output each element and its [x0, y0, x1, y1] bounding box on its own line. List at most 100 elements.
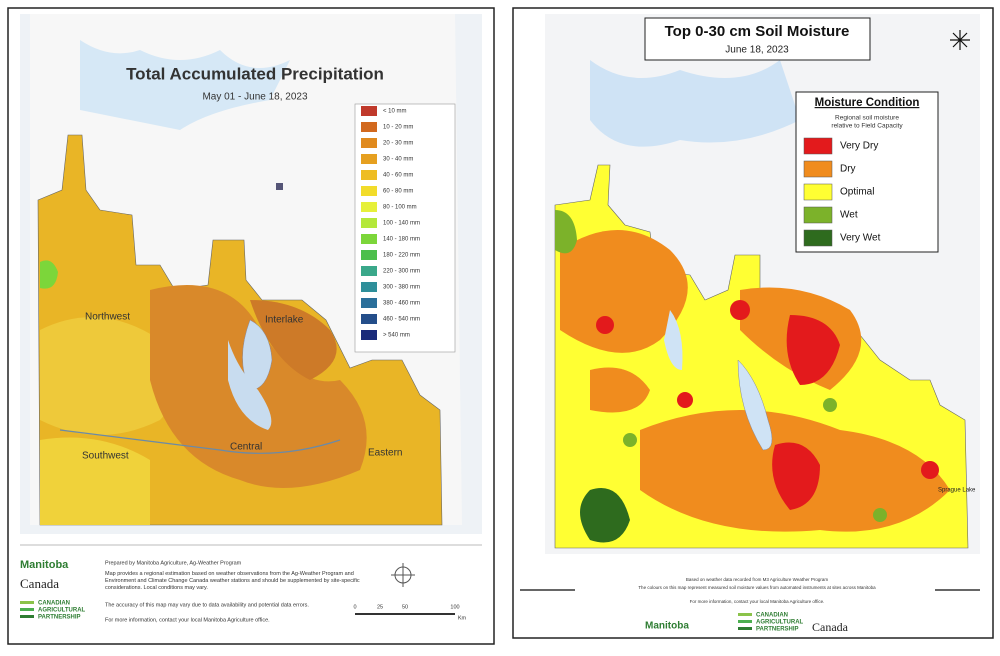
legend-swatch	[803, 206, 833, 224]
marker	[276, 183, 283, 190]
legend-swatch	[361, 122, 377, 132]
moisture-zone	[560, 230, 688, 353]
map-title: Total Accumulated Precipitation	[126, 64, 384, 83]
legend-label: 300 - 380 mm	[383, 285, 420, 291]
footer-text: Based on weather data recorded from M3 A…	[686, 577, 828, 582]
legend-label: 100 - 140 mm	[383, 221, 420, 227]
logo-text: PARTNERSHIP	[38, 615, 81, 621]
map-subtitle: May 01 - June 18, 2023	[202, 92, 308, 103]
moisture-spot	[730, 300, 750, 320]
footer-text: Map provides a regional estimation based…	[105, 571, 360, 591]
footer-text: For more information, contact your local…	[690, 599, 825, 604]
logo-bar	[738, 620, 752, 623]
legend-subtitle: Regional soil moisture	[835, 115, 899, 122]
legend-swatch	[361, 154, 377, 164]
scale-label: 100	[450, 604, 459, 610]
legend-swatch	[361, 250, 377, 260]
footer-text: The accuracy of this map may vary due to…	[105, 602, 309, 608]
legend-label: Very Dry	[840, 141, 878, 152]
legend-label: 80 - 100 mm	[383, 205, 417, 211]
compass	[950, 30, 970, 50]
legend-label: 20 - 30 mm	[383, 141, 413, 147]
legend-label: 140 - 180 mm	[383, 237, 420, 243]
logo-text: Manitoba	[20, 559, 69, 571]
lake-manitoba	[664, 310, 683, 370]
legend-label: 40 - 60 mm	[383, 173, 413, 179]
legend-label: Wet	[840, 210, 858, 221]
northern-lakes	[80, 40, 290, 130]
moisture-zone	[590, 367, 650, 413]
legend-swatch	[803, 229, 833, 247]
legend-swatch	[361, 234, 377, 244]
logo-text: AGRICULTURAL	[756, 620, 804, 626]
logo-bar	[20, 601, 34, 604]
logo-text: Manitoba	[645, 621, 689, 632]
logo-text: Canada	[812, 620, 849, 634]
moisture-spot	[555, 210, 577, 254]
precip-zone	[40, 317, 180, 435]
moisture-spot	[623, 433, 637, 447]
legend-label: 60 - 80 mm	[383, 189, 413, 195]
legend-swatch	[803, 160, 833, 178]
logo-bar	[20, 615, 34, 618]
legend-label: 460 - 540 mm	[383, 317, 420, 323]
legend-label: Dry	[840, 164, 856, 175]
legend-swatch	[361, 202, 377, 212]
legend-swatch	[361, 282, 377, 292]
logo-text: AGRICULTURAL	[38, 608, 86, 614]
legend-subtitle: relative to Field Capacity	[831, 123, 903, 130]
title-box	[644, 17, 871, 61]
region-label: Central	[230, 442, 262, 453]
legend-swatch	[803, 137, 833, 155]
logo-bar	[738, 613, 752, 616]
place-label: Sprague Lake	[938, 488, 976, 494]
moisture-spot	[677, 392, 693, 408]
map-subtitle: June 18, 2023	[725, 45, 789, 56]
legend-label: < 10 mm	[383, 109, 407, 115]
scale-label: 50	[402, 604, 408, 610]
region-label: Southwest	[82, 451, 129, 462]
precip-zone	[40, 437, 150, 525]
logo-text: Canada	[20, 576, 59, 591]
river	[59, 429, 341, 454]
legend-label: > 540 mm	[383, 333, 410, 339]
legend-title: Moisture Condition	[815, 97, 920, 109]
legend-swatch	[361, 330, 377, 340]
lake	[228, 340, 272, 430]
map-title: Top 0-30 cm Soil Moisture	[665, 23, 850, 40]
legend-swatch	[361, 106, 377, 116]
lake-winnipeg	[737, 359, 773, 451]
scale-label: Km	[458, 615, 467, 621]
logo-bar	[20, 608, 34, 611]
legend-label: 180 - 220 mm	[383, 253, 420, 259]
logo-text: CANADIAN	[38, 601, 70, 607]
north-arrow	[391, 563, 415, 587]
legend-label: 380 - 460 mm	[383, 301, 420, 307]
footer-text: Prepared by Manitoba Agriculture, Ag-Wea…	[105, 560, 242, 566]
moisture-zone	[786, 315, 840, 385]
region-label: Eastern	[368, 448, 402, 459]
scale-label: 0	[353, 604, 356, 610]
moisture-spot	[596, 316, 614, 334]
legend-swatch	[361, 298, 377, 308]
footer-description: Map provides a regional estimation based…	[105, 571, 360, 591]
legend-swatch	[361, 186, 377, 196]
logo-text: CANADIAN	[756, 613, 788, 619]
legend-label: 10 - 20 mm	[383, 125, 413, 131]
logo-bar	[738, 627, 752, 630]
moisture-spot	[921, 461, 939, 479]
logo-text: PARTNERSHIP	[756, 627, 799, 633]
moisture-zone	[772, 442, 820, 510]
legend-label: Optimal	[840, 187, 874, 198]
legend-label: Very Wet	[840, 233, 881, 244]
moisture-spot	[823, 398, 837, 412]
legend-swatch	[361, 218, 377, 228]
legend-swatch	[361, 170, 377, 180]
region-label: Interlake	[265, 315, 304, 326]
precip-zone	[40, 260, 58, 289]
precip-zone	[250, 300, 337, 380]
legend-swatch	[803, 183, 833, 201]
legend-label: 220 - 300 mm	[383, 269, 420, 275]
lake-manitoba	[242, 319, 273, 391]
